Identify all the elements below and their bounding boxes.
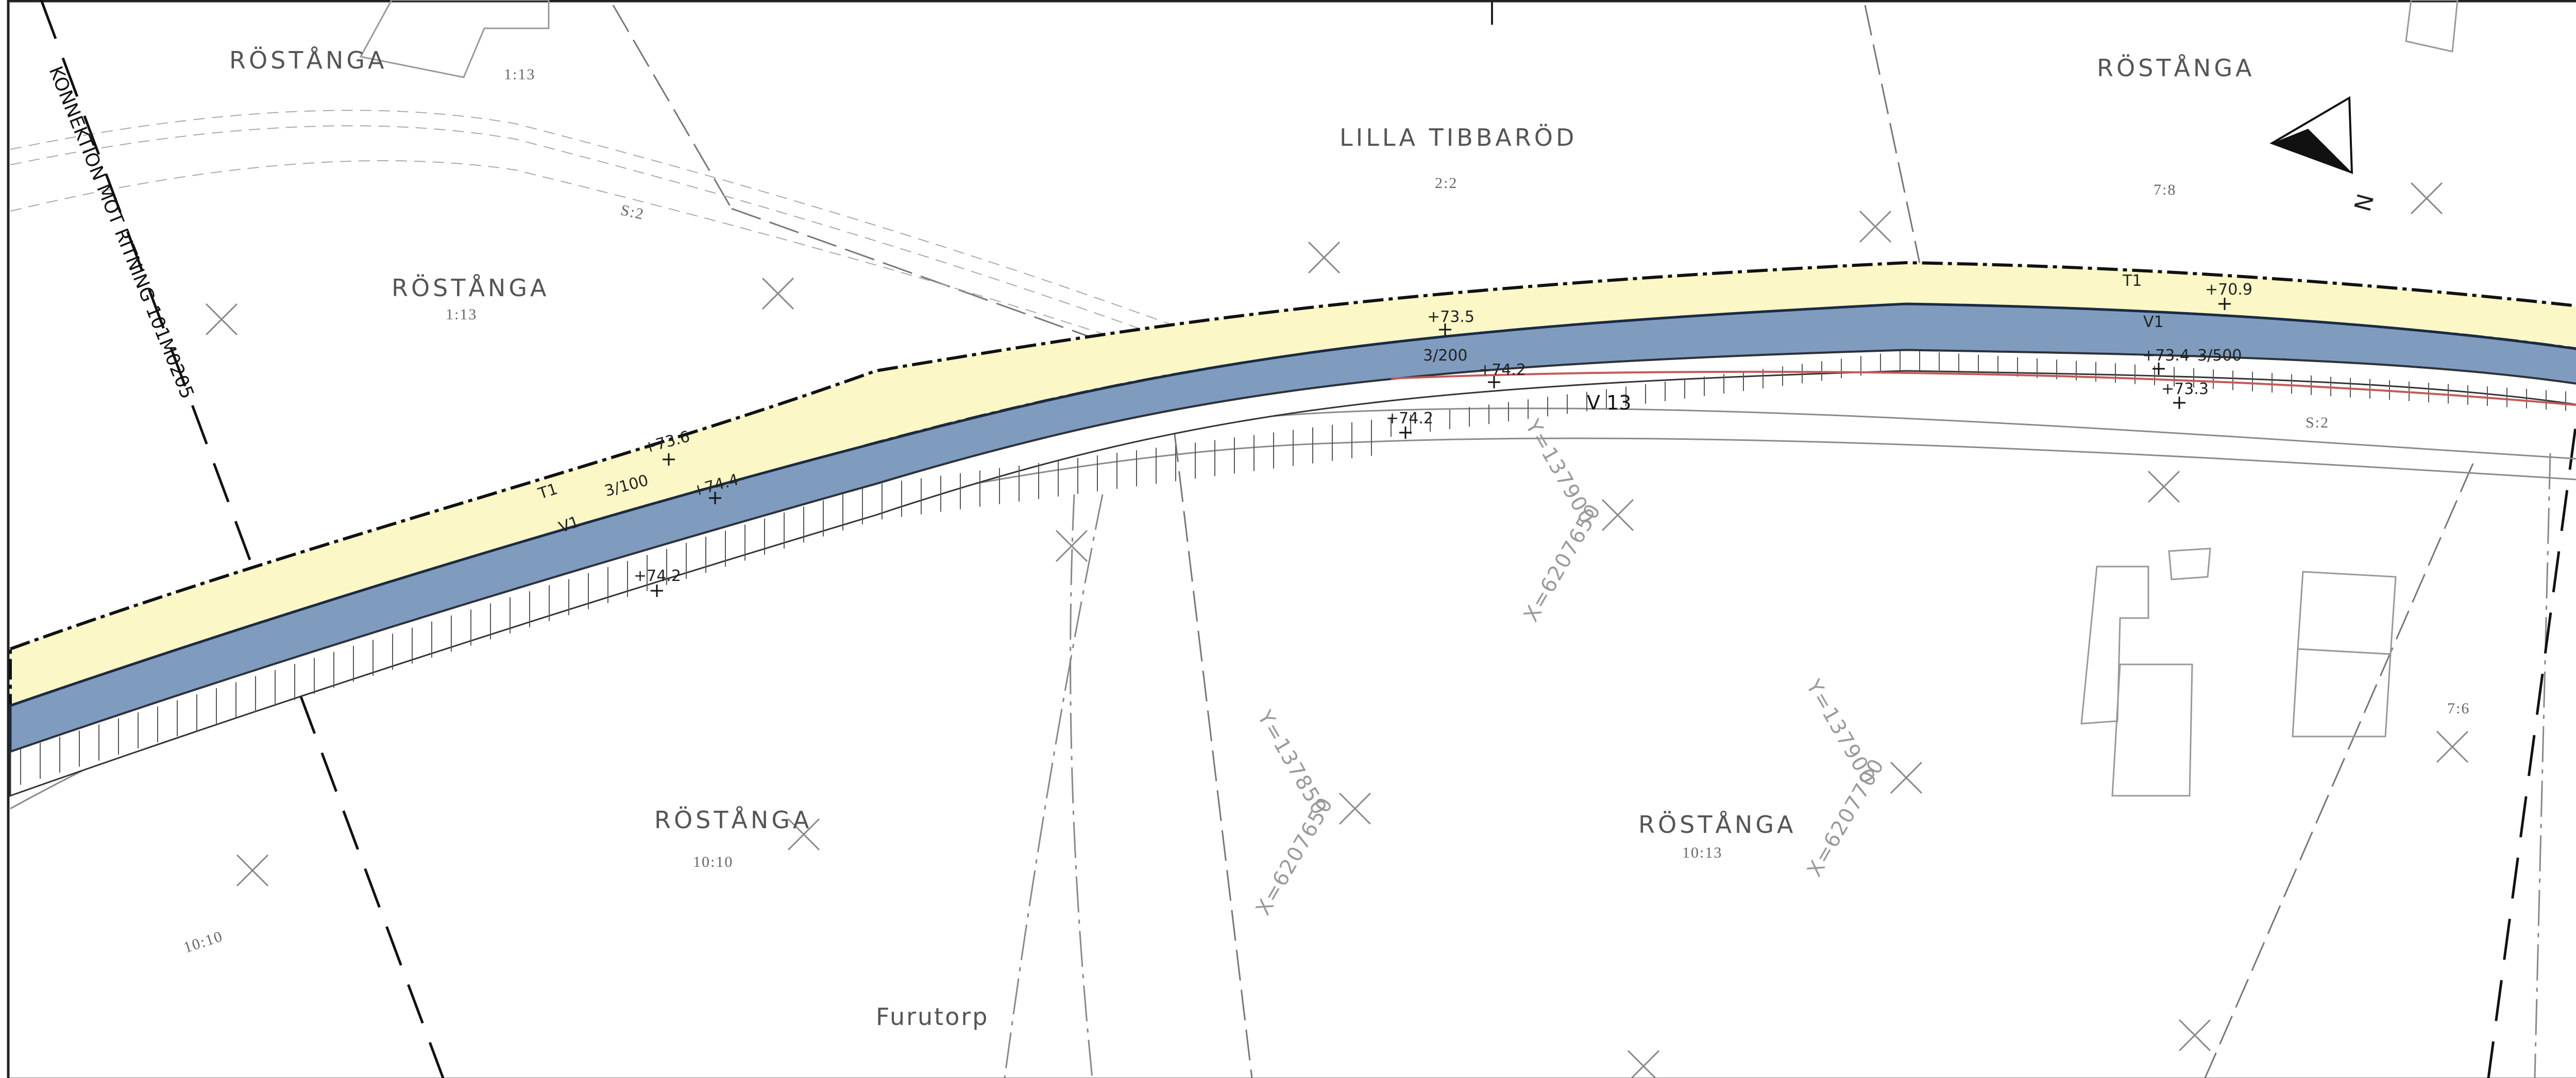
property-code: 1:13 (446, 306, 477, 323)
road-name: V 13 (1587, 391, 1631, 414)
grid-coordinate: X=6207650 (1251, 793, 1338, 919)
dash-dot-lines (1004, 453, 2551, 1078)
property-code: 7:8 (2154, 181, 2176, 198)
grid-coordinate: X=6207650 (1519, 499, 1606, 626)
place-name: Furutorp (876, 1003, 989, 1031)
property-code: 1:13 (504, 66, 535, 83)
boundary-code: S:2 (2306, 414, 2329, 431)
level-label: +74.2 (634, 567, 681, 585)
property-name: RÖSTÅNGA (229, 46, 387, 74)
level-label: +73.4 (2142, 347, 2190, 365)
level-label: +74.2 (1479, 361, 1526, 379)
old-road-lines (10, 110, 1185, 361)
property-code: 10:10 (693, 853, 733, 870)
slope-label: 3/200 (1423, 347, 1467, 365)
level-markers (651, 298, 2231, 597)
north-label: N (2350, 191, 2380, 214)
property-name: RÖSTÅNGA (392, 274, 549, 302)
layer-code-v1: V1 (2143, 313, 2164, 331)
property-name: RÖSTÅNGA (2097, 54, 2255, 82)
level-label: +73.3 (2161, 380, 2209, 398)
property-name: LILLA TIBBARÖD (1340, 124, 1577, 151)
ditch-line (1391, 370, 2576, 406)
property-boundaries (612, 5, 2474, 1078)
property-code: 10:10 (181, 928, 225, 956)
level-label: +73.5 (1427, 308, 1475, 326)
boundary-code: S:2 (619, 201, 646, 223)
layer-code-t1: T1 (2122, 272, 2142, 290)
level-label: +74.2 (1386, 409, 1433, 427)
north-arrow-icon (2269, 96, 2353, 174)
sheet-border (7, 0, 2576, 1078)
property-name: RÖSTÅNGA (654, 806, 812, 834)
property-code: 10:13 (1682, 844, 1722, 861)
buildings (359, 0, 2459, 797)
property-code: 7:6 (2447, 700, 2470, 717)
property-code: 2:2 (1435, 175, 1458, 192)
slope-hatch-band (9, 349, 2576, 797)
connection-note: KONNEKTION MOT RITNING 101M0205 (45, 63, 198, 402)
grid-crosses (205, 182, 2469, 1078)
slope-label: 3/500 (2197, 347, 2242, 365)
level-label: +70.9 (2205, 281, 2252, 299)
grid-coordinate: X=6207700 (1803, 754, 1889, 881)
match-lines (40, 0, 2576, 1078)
property-name: RÖSTÅNGA (1638, 811, 1796, 839)
